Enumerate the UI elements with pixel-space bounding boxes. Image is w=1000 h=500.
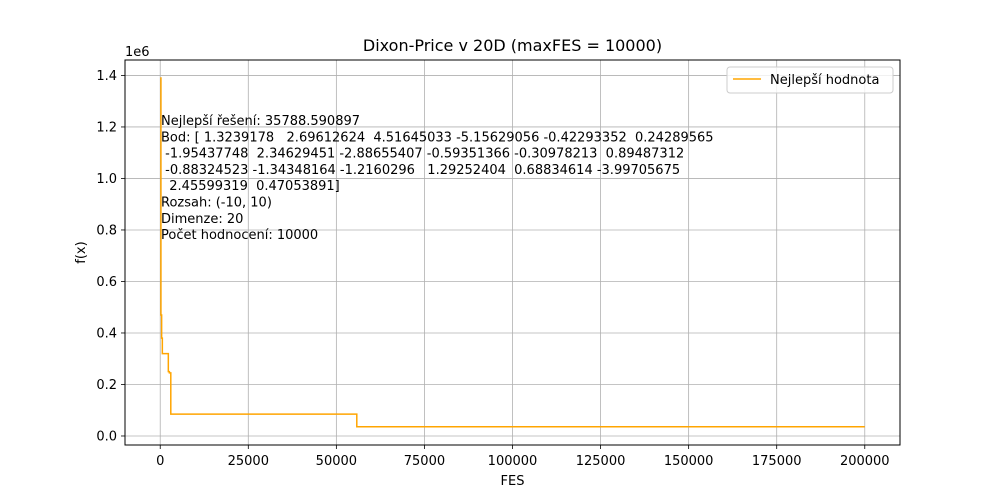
x-axis-title: FES — [501, 474, 525, 489]
y-tick-label: 0.2 — [96, 378, 117, 393]
annotation-line: Dimenze: 20 — [161, 212, 243, 227]
annotation-line: 2.45599319 0.47053891] — [161, 179, 340, 194]
x-tick-label: 75000 — [404, 454, 445, 469]
x-tick-label: 125000 — [576, 454, 626, 469]
legend-label: Nejlepší hodnota — [770, 73, 879, 88]
annotation-line: Nejlepší řešení: 35788.590897 — [161, 114, 360, 129]
x-tick-label: 100000 — [488, 454, 538, 469]
x-tick-label: 25000 — [228, 454, 269, 469]
x-tick-label: 200000 — [840, 454, 890, 469]
series-layer — [160, 77, 865, 428]
grid — [125, 60, 900, 445]
legend: Nejlepší hodnota — [726, 66, 894, 94]
legend-box — [726, 66, 894, 94]
x-tick-label: 175000 — [752, 454, 802, 469]
y-tick-label: 1.4 — [96, 69, 117, 84]
ticks: 0 25000 50000 75000 100000 125000 150000 175000… — [96, 69, 889, 469]
y-axis-offset-label: 1e6 — [125, 45, 150, 60]
y-tick-label: 0.8 — [96, 223, 117, 238]
annotation-line: Počet hodnocení: 10000 — [161, 228, 318, 243]
x-tick-label: 150000 — [664, 454, 714, 469]
y-tick-label: 0.6 — [96, 275, 117, 290]
chart-title: Dixon-Price v 20D (maxFES = 10000) — [363, 36, 662, 55]
y-tick-label: 0.0 — [96, 429, 117, 444]
annotation-line: Rozsah: (-10, 10) — [161, 196, 272, 211]
annotation-line: -1.95437748 2.34629451 -2.88655407 -0.59… — [161, 147, 684, 162]
series-line-0 — [160, 77, 865, 428]
x-tick-label: 0 — [156, 454, 164, 469]
annotation-line: Bod: [ 1.3239178 2.69612624 4.51645033 -… — [161, 130, 714, 145]
annotation-line: -0.88324523 -1.34348164 -1.2160296 1.292… — [161, 163, 680, 178]
y-tick-label: 0.4 — [96, 326, 117, 341]
y-tick-label: 1.0 — [96, 172, 117, 187]
y-axis-title: f(x) — [74, 241, 89, 263]
x-tick-label: 50000 — [316, 454, 357, 469]
y-tick-label: 1.2 — [96, 120, 117, 135]
